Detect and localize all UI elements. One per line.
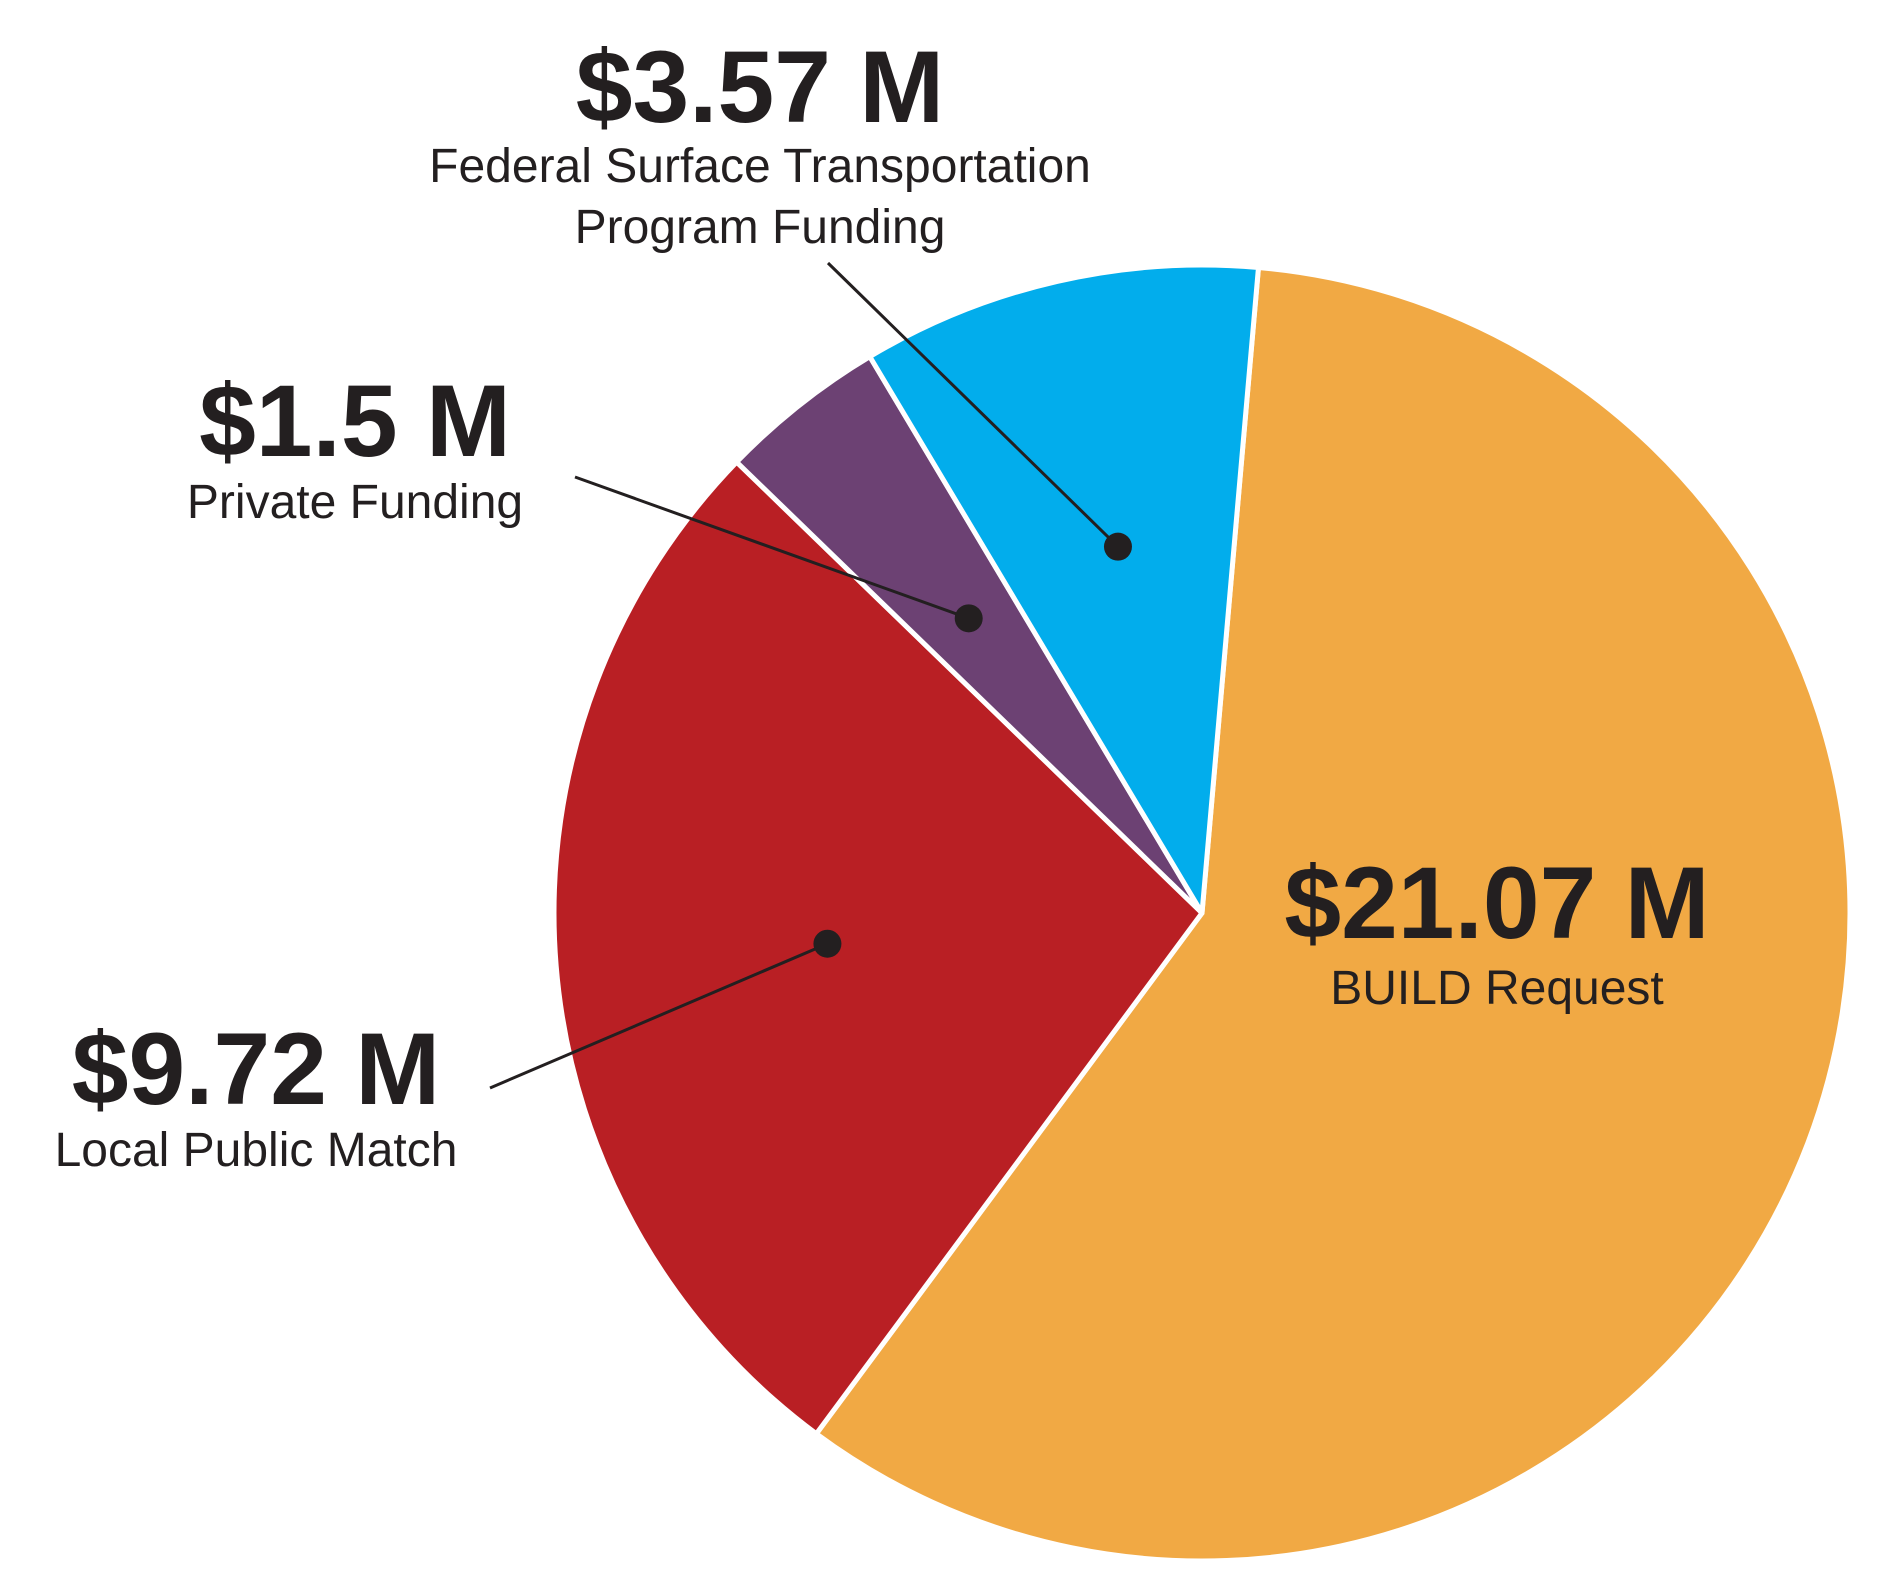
- pie-slices: [551, 262, 1853, 1564]
- federal-stp-label-line-1: Federal Surface Transportation: [429, 140, 1091, 193]
- local-public-match-leader-line: [489, 942, 829, 1090]
- private-funding-leader-line: [574, 475, 970, 620]
- local-public-match-amount: $9.72 M: [72, 1012, 441, 1126]
- slice-labels: $21.07 M BUILD Request $9.72 M Local Pub…: [55, 30, 1710, 1177]
- private-funding-label: Private Funding: [187, 476, 523, 529]
- federal-stp-leader-line: [826, 261, 1120, 548]
- private-funding-amount: $1.5 M: [199, 364, 511, 478]
- build-request-label: BUILD Request: [1330, 962, 1664, 1015]
- private-funding-leader-dot: [954, 604, 983, 633]
- local-public-match-leader-dot: [813, 929, 842, 958]
- leader-lines: [489, 261, 1132, 1090]
- local-public-match-label: Local Public Match: [55, 1124, 458, 1177]
- build-request-slice: [813, 264, 1853, 1564]
- local-public-match-slice: [551, 459, 1205, 1437]
- federal-stp-amount: $3.57 M: [576, 30, 945, 144]
- build-request-amount: $21.07 M: [1284, 846, 1709, 960]
- federal-stp-leader-dot: [1103, 532, 1132, 561]
- private-funding-slice: [734, 354, 1205, 916]
- federal-stp-label-line-2: Program Funding: [575, 201, 946, 254]
